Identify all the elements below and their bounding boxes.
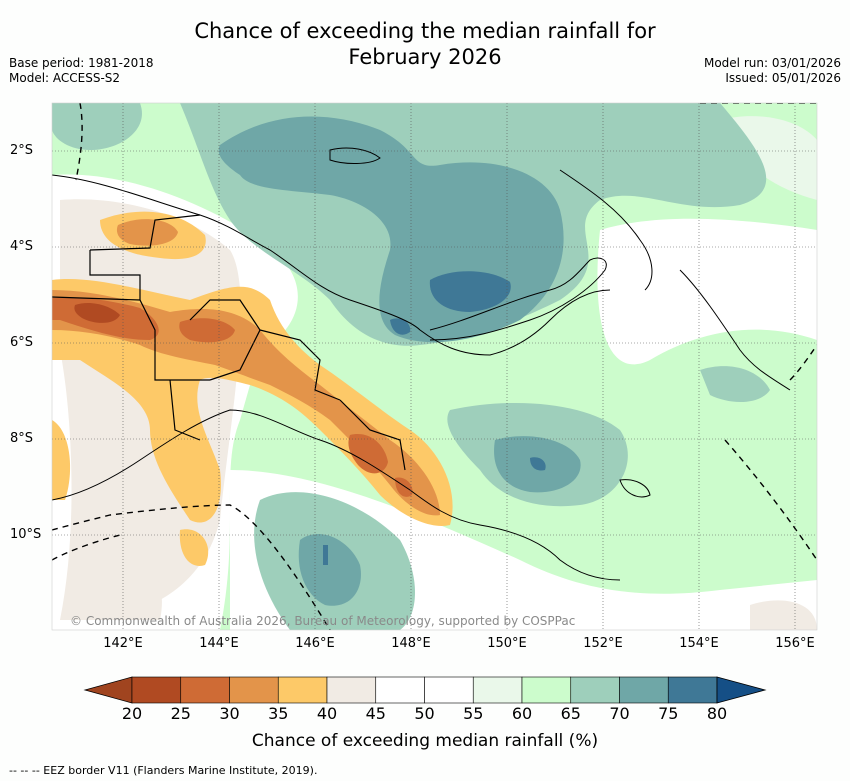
lat-tick-6s: 6°S: [10, 335, 34, 350]
eez-borders: [52, 103, 817, 630]
lat-tick-4s: 4°S: [10, 239, 34, 254]
colorbar-label: Chance of exceeding median rainfall (%): [251, 731, 599, 751]
contour-2530-south2: [395, 477, 413, 497]
colorbar-cell-50-55: [424, 676, 474, 704]
colorbar-tick-45: 45: [365, 704, 386, 723]
lon-tick-142e: 142°E: [103, 636, 143, 651]
contour-6570-east: [700, 366, 770, 402]
border-line-3: [52, 296, 210, 381]
colorbar-cell-30-35: [229, 676, 279, 704]
colorbar-cells: [131, 676, 718, 704]
border-line-1: [89, 214, 201, 251]
copyright-notice: © Commonwealth of Australia 2026, Bureau…: [70, 614, 576, 628]
colorbar-tick-35: 35: [268, 704, 289, 723]
contour-2025-core: [74, 303, 120, 323]
eez-north: [75, 103, 83, 181]
colorbar-cell-35-40: [277, 676, 328, 704]
model-run: Model run: 03/01/2026: [703, 56, 841, 70]
colorbar-cell-45-50: [375, 676, 425, 704]
contour-beige-sw: [90, 557, 162, 620]
colorbar-cell-40-45: [326, 676, 377, 704]
colorbar-tick-40: 40: [316, 704, 338, 723]
contour-3035-main: [52, 290, 440, 516]
map-title: Chance of exceeding the median rainfall …: [0, 18, 850, 70]
colorbar-tick-65: 65: [560, 704, 581, 723]
model-name: Model: ACCESS-S2: [9, 71, 121, 85]
colorbar-tick-55: 55: [463, 704, 484, 723]
lon-tick-146e: 146°E: [295, 636, 335, 651]
contour-6570-northwest: [52, 103, 142, 150]
colorbar-tick-60: 60: [511, 704, 533, 723]
coastlines: [52, 147, 791, 581]
lon-tick-154e: 154°E: [679, 636, 719, 651]
contour-3540-west: [52, 420, 71, 500]
contour-2530-south: [348, 434, 388, 474]
eez-legend: -- -- -- EEZ border V11 (Flanders Marine…: [9, 764, 318, 777]
lat-tick-8s: 8°S: [10, 431, 34, 446]
title-line-2: February 2026: [348, 45, 502, 69]
contour-7580-core: [429, 271, 511, 312]
eez-south: [52, 534, 121, 561]
bougainville-coast: [679, 269, 791, 391]
colorbar-tick-70: 70: [609, 704, 630, 723]
lon-tick-148e: 148°E: [391, 636, 431, 651]
colorbar-cell-65-70: [570, 676, 620, 704]
colorbar-under-arrow: [83, 676, 133, 704]
colorbar-tick-20: 20: [121, 704, 143, 723]
contour-7580-west: [390, 318, 411, 335]
contour-3035-north: [116, 219, 178, 246]
eez-west: [52, 504, 331, 630]
contour-beige-se: [750, 600, 817, 630]
contour-3540-southwest: [179, 529, 209, 566]
lat-tick-10s: 10°S: [10, 527, 42, 542]
colorbar-cell-75-80: [667, 676, 718, 704]
border-line-4: [189, 299, 261, 381]
new-guinea-coast-north: [52, 174, 611, 356]
title-line-1: Chance of exceeding the median rainfall …: [194, 19, 656, 43]
colorbar-tick-75: 75: [658, 704, 679, 723]
colorbar-cell-70-75: [619, 676, 669, 704]
eez-east-2: [789, 344, 817, 381]
contour-2530-mid: [179, 318, 235, 343]
contour-white-east: [597, 218, 817, 365]
colorbar-cell-60-65: [521, 676, 572, 704]
lon-tick-152e: 152°E: [583, 636, 623, 651]
colorbar-cell-55-60: [472, 676, 523, 704]
new-ireland-coast: [559, 169, 653, 291]
map-area: [52, 103, 817, 630]
lat-tick-2s: 2°S: [10, 143, 34, 158]
colorbar-over-arrow: [716, 676, 767, 704]
metadata-left: Base period: 1981-2018 Model: ACCESS-S2: [9, 56, 154, 86]
new-britain-coast: [429, 257, 607, 341]
colorbar-tick-50: 50: [414, 704, 435, 723]
provincial-borders: [52, 214, 406, 471]
border-line-5: [259, 329, 341, 401]
manus-coast: [329, 147, 381, 164]
colorbar-tick-30: 30: [219, 704, 240, 723]
new-guinea-coast-south: [52, 409, 621, 581]
contour-7075-south: [298, 534, 361, 606]
lon-tick-156e: 156°E: [775, 636, 815, 651]
colorbar-cell-25-30: [180, 676, 230, 704]
border-line-2: [89, 250, 141, 300]
lon-tick-150e: 150°E: [487, 636, 527, 651]
trobriand-coast: [619, 479, 651, 498]
metadata-right: Model run: 03/01/2026 Issued: 05/01/2026: [704, 56, 841, 86]
border-line-7: [169, 379, 201, 441]
colorbar-tick-25: 25: [170, 704, 191, 723]
colorbar-tick-80: 80: [706, 704, 728, 723]
border-line-6: [339, 399, 406, 471]
contour-7580-south: [530, 457, 546, 471]
colorbar-cell-20-25: [131, 676, 182, 704]
gridlines: [52, 103, 817, 630]
base-period: Base period: 1981-2018: [9, 56, 154, 70]
contour-7580-dot: [323, 545, 328, 565]
eez-east: [724, 439, 817, 561]
lon-tick-144e: 144°E: [199, 636, 239, 651]
map-frame: [51, 102, 818, 631]
issued-date: Issued: 05/01/2026: [725, 71, 841, 85]
